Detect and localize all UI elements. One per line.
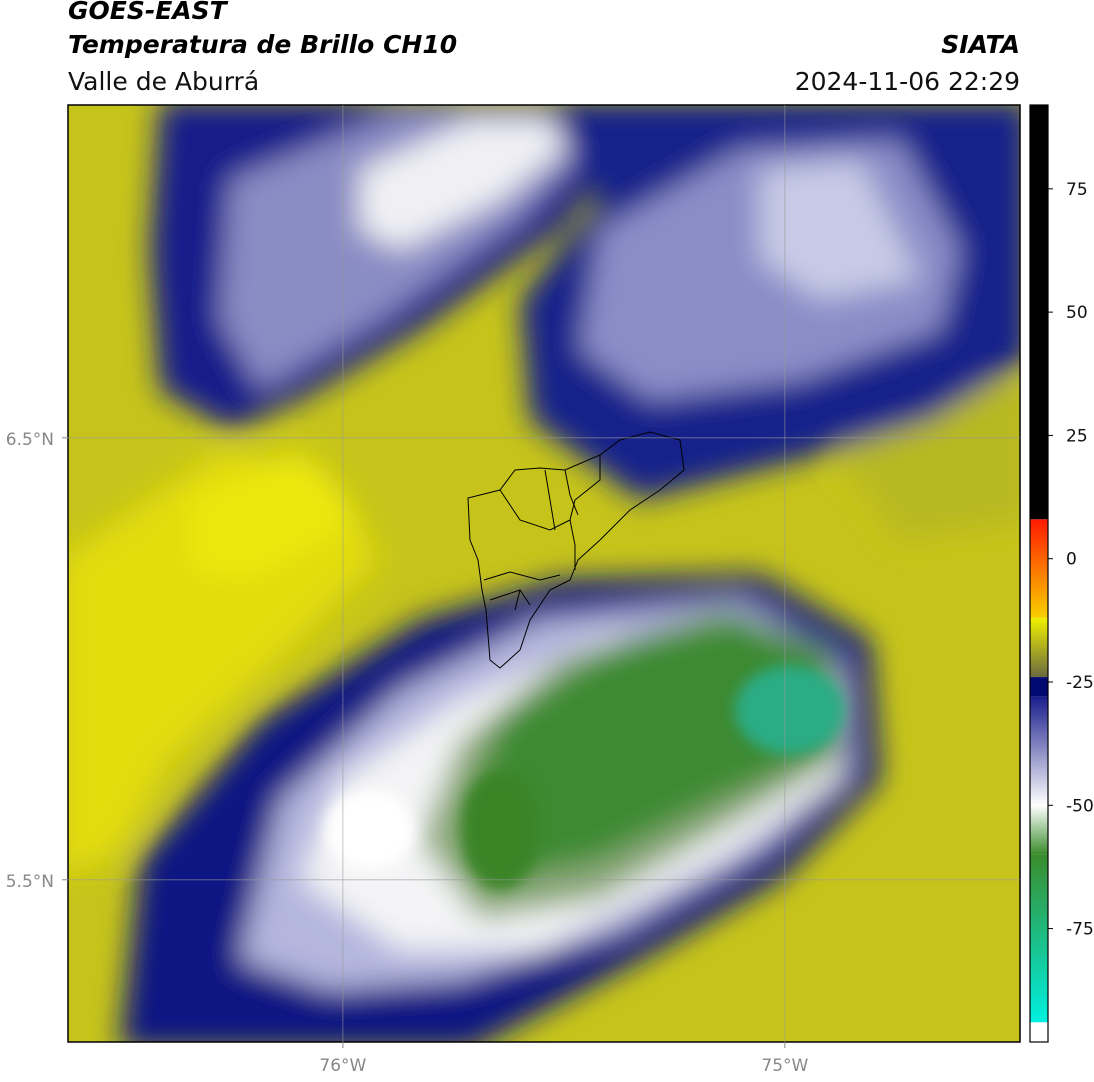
region: Valle de Aburrá bbox=[68, 67, 259, 96]
colorbar-tick-label: 25 bbox=[1066, 426, 1088, 446]
subtitle: Temperatura de Brillo CH10 bbox=[68, 30, 457, 59]
municipal-boundaries bbox=[467, 431, 685, 669]
colorbar-tick-label: 75 bbox=[1066, 180, 1088, 200]
y-tick-label: 6.5°N bbox=[6, 430, 54, 450]
colorbar-tick-label: -25 bbox=[1066, 673, 1094, 693]
colorbar-band bbox=[1030, 1022, 1048, 1042]
colorbar-band bbox=[1030, 696, 1048, 806]
title: GOES-EAST bbox=[68, 0, 229, 25]
colorbar-frame bbox=[1029, 104, 1049, 1043]
x-tick-label: 76°W bbox=[319, 1056, 366, 1076]
colorbar-band bbox=[1030, 854, 1048, 1023]
colorbar-band bbox=[1030, 617, 1048, 678]
datetime: 2024-11-06 22:29 bbox=[795, 67, 1020, 96]
x-tick-label: 75°W bbox=[761, 1056, 808, 1076]
source: SIATA bbox=[941, 30, 1020, 59]
imagery bbox=[68, 105, 1020, 1042]
colorbar-band bbox=[1030, 519, 1048, 618]
map-frame bbox=[67, 104, 1021, 1043]
colorbar-tick-label: 0 bbox=[1066, 550, 1077, 570]
colorbar-tick-label: -75 bbox=[1066, 920, 1094, 940]
colorbar-tick-label: -50 bbox=[1066, 796, 1094, 816]
colorbar-band bbox=[1030, 677, 1048, 697]
colorbar-band bbox=[1030, 105, 1048, 520]
colorbar-band bbox=[1030, 805, 1048, 855]
colorbar-tick-label: 50 bbox=[1066, 303, 1088, 323]
y-tick-label: 5.5°N bbox=[6, 872, 54, 892]
